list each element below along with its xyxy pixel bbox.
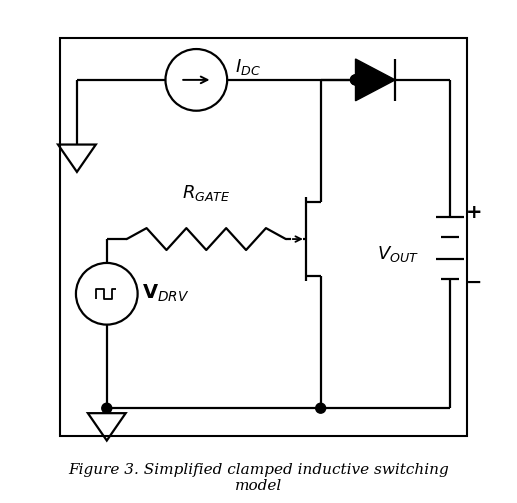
Text: +: + bbox=[466, 203, 482, 222]
Text: $\mathbf{V}_{DRV}$: $\mathbf{V}_{DRV}$ bbox=[142, 283, 189, 304]
Circle shape bbox=[351, 75, 360, 85]
Text: Figure 3. Simplified clamped inductive switching
model: Figure 3. Simplified clamped inductive s… bbox=[68, 463, 449, 493]
Circle shape bbox=[351, 75, 360, 85]
Circle shape bbox=[102, 403, 112, 413]
Bar bbox=[59, 38, 467, 436]
Text: $R_{GATE}$: $R_{GATE}$ bbox=[182, 183, 231, 203]
Text: $I_{DC}$: $I_{DC}$ bbox=[235, 57, 261, 77]
Circle shape bbox=[316, 403, 326, 413]
Text: −: − bbox=[466, 273, 482, 292]
Polygon shape bbox=[356, 59, 395, 101]
Text: $V_{OUT}$: $V_{OUT}$ bbox=[377, 244, 419, 264]
